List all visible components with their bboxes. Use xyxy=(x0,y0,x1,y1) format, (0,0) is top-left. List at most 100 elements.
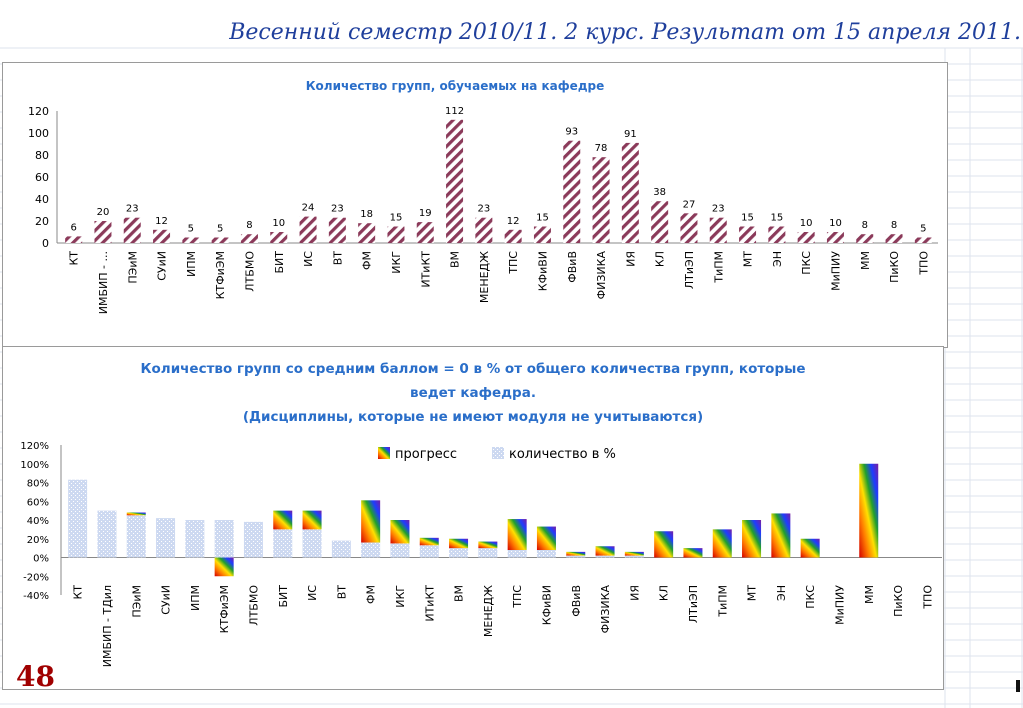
x-tick-label: ФВиВ xyxy=(566,251,579,283)
quantity-bar xyxy=(624,555,644,558)
chart-title-line: ведет кафедра. xyxy=(410,385,536,401)
bar xyxy=(475,217,493,243)
x-tick-label: КФиВИ xyxy=(536,251,549,291)
y-tick-label: 20% xyxy=(27,535,49,546)
y-tick-label: 60 xyxy=(35,171,49,184)
data-label: 10 xyxy=(800,218,813,229)
progress-bar xyxy=(536,526,556,550)
data-label: 5 xyxy=(217,224,223,235)
data-label: 93 xyxy=(565,127,578,138)
x-tick-label: ВТ xyxy=(331,251,344,266)
bar xyxy=(621,142,639,243)
quantity-bar xyxy=(507,550,527,558)
bar xyxy=(651,201,669,243)
chart-title-line: (Дисциплины, которые не имеют модуля не … xyxy=(243,409,703,425)
x-tick-label: МЕНЕДЖ xyxy=(482,585,495,637)
bar xyxy=(797,232,815,243)
x-tick-label: ПиКО xyxy=(892,585,905,617)
progress-bar xyxy=(566,551,586,556)
quantity-bar xyxy=(361,542,381,558)
progress-bar xyxy=(478,541,498,549)
y-tick-label: 40 xyxy=(35,193,49,206)
x-tick-label: ТПО xyxy=(921,585,934,610)
x-tick-label: СУиИ xyxy=(160,585,173,615)
data-label: 15 xyxy=(390,213,403,224)
bar xyxy=(563,140,581,243)
y-tick-label: 80% xyxy=(27,479,49,490)
quantity-bar xyxy=(390,543,410,558)
bar xyxy=(885,234,903,243)
chart-title-line: Количество групп со средним баллом = 0 в… xyxy=(141,361,806,377)
y-tick-label: 0 xyxy=(42,237,49,250)
progress-bar xyxy=(595,546,615,556)
quantity-bar xyxy=(302,529,322,558)
bar xyxy=(182,237,200,243)
x-tick-label: МиПИУ xyxy=(833,585,846,625)
quantity-bar xyxy=(156,518,176,558)
legend-label-quantity: количество в % xyxy=(509,447,616,462)
x-tick-label: СУиИ xyxy=(156,251,169,281)
x-tick-label: БИТ xyxy=(273,251,286,274)
progress-bar xyxy=(683,548,703,558)
progress-bar xyxy=(859,463,879,558)
x-tick-label: КТФиЭМ xyxy=(218,585,231,633)
data-label: 23 xyxy=(126,204,139,215)
progress-bar xyxy=(654,531,674,558)
data-label: 15 xyxy=(536,213,549,224)
progress-bar xyxy=(624,551,644,556)
bar xyxy=(94,221,112,243)
bar xyxy=(387,226,405,243)
bar xyxy=(592,157,610,243)
x-tick-label: МиПИУ xyxy=(829,251,842,291)
zero-score-percent-chart: Количество групп со средним баллом = 0 в… xyxy=(2,346,944,690)
bar xyxy=(533,226,551,243)
x-tick-label: ПКС xyxy=(804,585,817,609)
quantity-bar xyxy=(449,548,469,558)
x-tick-label: ЭН xyxy=(775,585,788,601)
x-tick-label: ИКГ xyxy=(394,585,407,608)
x-tick-label: КТФиЭМ xyxy=(214,251,227,299)
legend-swatch-quantity xyxy=(492,447,504,459)
bar xyxy=(416,222,434,243)
progress-bar xyxy=(712,529,732,558)
x-tick-label: ИЯ xyxy=(624,251,637,267)
bar xyxy=(680,213,698,243)
slide-header: Весенний семестр 2010/11. 2 курс. Резуль… xyxy=(229,20,1021,45)
progress-bar xyxy=(449,538,469,549)
x-tick-label: ИТиКТ xyxy=(423,585,436,622)
data-label: 23 xyxy=(331,204,344,215)
slide-number: 48 xyxy=(16,660,55,693)
x-tick-label: ИМБИП - ТДил xyxy=(101,585,114,667)
y-tick-label: 40% xyxy=(27,516,49,527)
data-label: 8 xyxy=(862,220,868,231)
groups-count-chart: Количество групп, обучаемых на кафедре 0 2… xyxy=(2,62,948,348)
quantity-bar xyxy=(478,548,498,558)
quantity-bar xyxy=(536,550,556,558)
x-tick-label: ИС xyxy=(306,585,319,601)
data-label: 5 xyxy=(920,224,926,235)
y-tick-label: 100% xyxy=(20,460,49,471)
data-label: 19 xyxy=(419,208,432,219)
x-tick-label: ФИЗИКА xyxy=(595,251,608,300)
y-tick-label: 60% xyxy=(27,497,49,508)
progress-bar xyxy=(390,520,410,544)
y-tick-label: 100 xyxy=(28,127,49,140)
data-label: 10 xyxy=(829,218,842,229)
x-tick-label: МТ xyxy=(742,251,755,267)
bar xyxy=(270,232,288,243)
x-tick-label: МТ xyxy=(746,585,759,601)
x-tick-label: КЛ xyxy=(654,251,667,267)
progress-bar xyxy=(361,500,381,543)
progress-bar xyxy=(507,519,527,550)
data-label: 15 xyxy=(770,213,783,224)
corner-mark xyxy=(1016,680,1020,692)
x-tick-label: ТиПМ xyxy=(712,251,725,284)
x-tick-label: ПЭиМ xyxy=(126,251,139,284)
quantity-bar xyxy=(595,555,615,558)
data-label: 27 xyxy=(683,199,696,210)
bar xyxy=(739,226,757,243)
quantity-bar xyxy=(273,529,293,558)
y-tick-label: 120% xyxy=(20,441,49,452)
progress-bar xyxy=(800,538,820,558)
quantity-bar xyxy=(243,521,263,558)
